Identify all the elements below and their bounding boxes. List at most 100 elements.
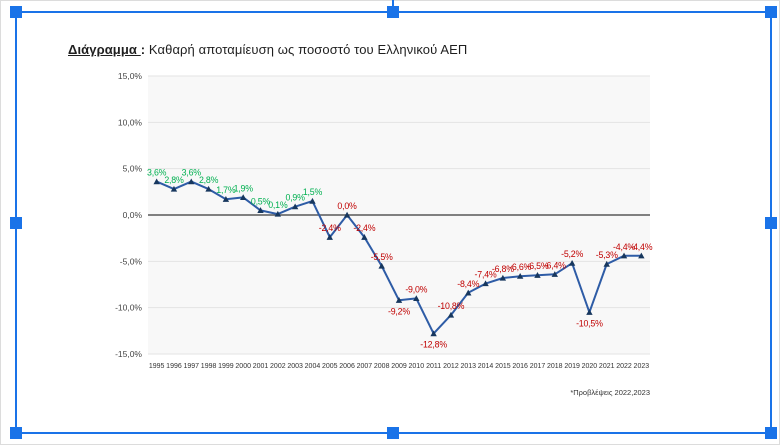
data-point-marker (499, 274, 507, 281)
data-point-label: 2,8% (164, 175, 184, 185)
y-tick-label: 5,0% (123, 164, 143, 174)
data-point-marker (153, 178, 160, 185)
data-point-label: -10,8% (438, 301, 465, 311)
data-point-label: 1,9% (234, 183, 254, 193)
selection-handle-middle-left[interactable] (10, 217, 22, 229)
data-point-label: 3,6% (147, 168, 167, 178)
data-point-marker (274, 210, 282, 217)
data-point-label: 0,9% (286, 193, 306, 203)
x-tick-label: 2002 (270, 363, 286, 370)
data-point-marker (465, 289, 472, 296)
data-point-marker (586, 309, 593, 315)
rotate-handle-stem (392, 0, 394, 7)
x-tick-label: 2007 (357, 363, 373, 370)
chart-title-prefix: Διάγραμμα (68, 42, 141, 57)
data-point-label: -5,3% (596, 250, 618, 260)
data-point-label: -7,4% (475, 270, 497, 280)
data-point-label: -4,4% (613, 242, 635, 252)
selection-handle-top-center[interactable] (387, 6, 399, 18)
x-tick-label: 2022 (616, 363, 632, 370)
data-point-marker (309, 197, 316, 204)
data-point-marker (413, 295, 420, 301)
x-tick-label: 2020 (582, 363, 598, 370)
data-point-label: -6,4% (544, 260, 566, 270)
data-point-label: -4,4% (630, 242, 652, 252)
x-tick-label: 2004 (305, 363, 321, 370)
x-tick-label: 2000 (235, 363, 251, 370)
chart-title-text: Καθαρή αποταμίευση ως ποσοστό του Ελληνι… (145, 42, 468, 57)
data-point-label: -6,6% (509, 262, 531, 272)
selection-handle-bottom-right[interactable] (765, 427, 777, 439)
x-tick-label: 1997 (183, 363, 199, 370)
chart-title: Διάγραμμα : Καθαρή αποταμίευση ως ποσοστ… (68, 42, 467, 57)
data-point-label: 3,6% (182, 168, 202, 178)
x-tick-label: 2017 (530, 363, 546, 370)
y-tick-label: 0,0% (123, 210, 143, 220)
data-point-marker (603, 260, 610, 267)
x-tick-label: 2008 (374, 363, 390, 370)
data-point-label: -2,4% (353, 223, 375, 233)
x-tick-label: 1999 (218, 363, 234, 370)
data-point-marker (326, 234, 333, 240)
x-tick-label: 2005 (322, 363, 338, 370)
data-point-marker (551, 271, 558, 277)
data-point-label: -6,8% (492, 264, 514, 274)
x-tick-label: 2003 (287, 363, 303, 370)
x-tick-label: 2006 (339, 363, 355, 370)
x-tick-label: 2021 (599, 363, 615, 370)
y-tick-label: -10,0% (115, 303, 142, 313)
data-point-marker (516, 272, 524, 279)
y-tick-label: -5,0% (120, 256, 143, 266)
data-point-label: 0,1% (268, 200, 288, 210)
data-point-marker (240, 194, 247, 200)
data-point-label: 0,5% (251, 196, 271, 206)
data-point-label: -5,5% (371, 252, 393, 262)
data-point-marker (534, 272, 541, 278)
x-tick-label: 2013 (460, 363, 476, 370)
data-point-marker (188, 178, 195, 185)
data-point-label: -9,2% (388, 306, 410, 316)
x-tick-label: 1996 (166, 363, 182, 370)
selection-handle-middle-right[interactable] (765, 217, 777, 229)
x-tick-label: 2012 (443, 363, 459, 370)
selection-handle-top-left[interactable] (10, 6, 22, 18)
x-tick-label: 2010 (409, 363, 425, 370)
y-tick-label: -15,0% (115, 349, 142, 359)
data-point-marker (620, 252, 628, 259)
data-point-marker (638, 252, 645, 259)
x-tick-label: 2001 (253, 363, 269, 370)
x-tick-label: 2018 (547, 363, 563, 370)
chart-title-colon: : (140, 42, 146, 57)
x-tick-label: 2014 (478, 363, 494, 370)
data-point-label: -8,4% (457, 279, 479, 289)
data-point-marker (447, 311, 455, 318)
data-point-label: -2,4% (319, 223, 341, 233)
x-tick-label: 1998 (201, 363, 217, 370)
data-point-marker (378, 262, 385, 269)
x-tick-label: 1995 (149, 363, 165, 370)
data-point-label: -5,2% (561, 249, 583, 259)
data-point-marker (291, 203, 299, 210)
data-point-label: 1,5% (303, 187, 323, 197)
selection-handle-bottom-center[interactable] (387, 427, 399, 439)
data-point-marker (170, 185, 178, 192)
x-tick-label: 2023 (634, 363, 650, 370)
x-tick-label: 2016 (512, 363, 528, 370)
y-tick-label: 10,0% (118, 117, 143, 127)
selection-handle-bottom-left[interactable] (10, 427, 22, 439)
data-point-label: -12,8% (420, 340, 447, 350)
x-tick-label: 2019 (564, 363, 580, 370)
data-point-marker (205, 185, 212, 192)
data-point-label: 2,8% (199, 175, 219, 185)
selection-handle-top-right[interactable] (765, 6, 777, 18)
data-point-marker (430, 330, 437, 337)
data-point-label: 0,0% (337, 201, 357, 211)
data-point-marker (343, 211, 351, 218)
chart-footnote: *Προβλέψεις 2022,2023 (570, 388, 650, 397)
y-tick-label: 15,0% (118, 71, 143, 81)
data-point-label: -9,0% (405, 284, 427, 294)
x-tick-label: 2015 (495, 363, 511, 370)
data-point-marker (222, 196, 230, 202)
x-tick-label: 2011 (426, 363, 441, 370)
